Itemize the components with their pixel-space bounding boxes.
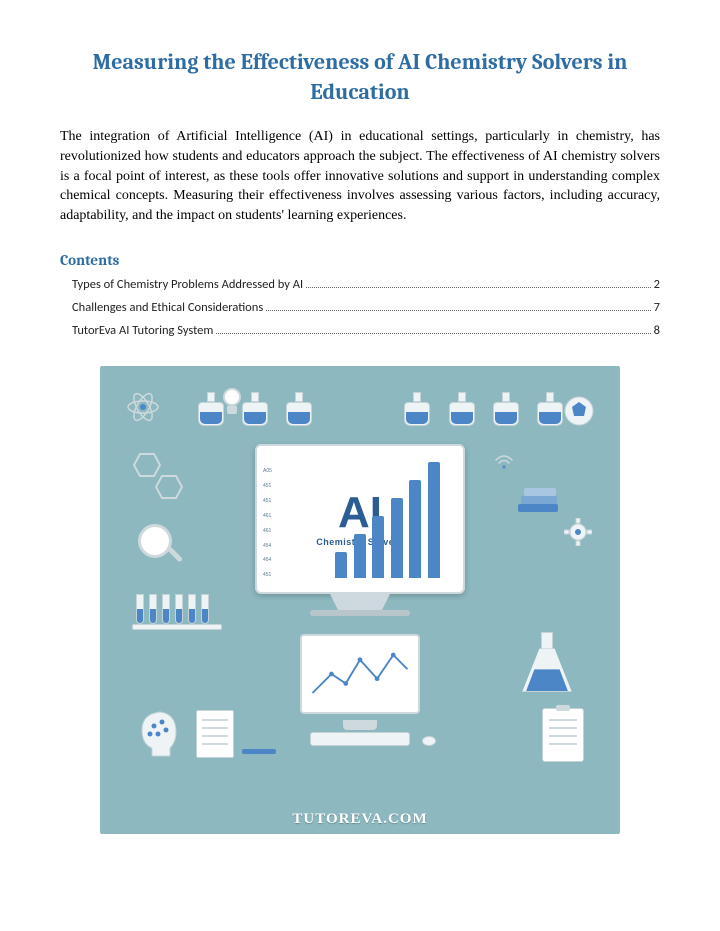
test-tube-icon [175, 594, 183, 624]
figure-content: A05451451461461454454451 AI Chemistry So… [114, 380, 606, 802]
toc-page: 7 [654, 300, 660, 315]
toc-dots [266, 310, 650, 311]
wifi-icon [494, 454, 514, 470]
mouse-icon [422, 736, 436, 746]
test-tube-icon [201, 594, 209, 624]
hexagon-molecule-icon [154, 474, 184, 500]
chart-bar [335, 552, 347, 578]
contents-heading: Contents [60, 251, 660, 269]
toc-row[interactable]: Types of Chemistry Problems Addressed by… [60, 277, 660, 292]
monitor-small-stand [343, 720, 377, 730]
chart-bar [391, 498, 403, 578]
page-title: Measuring the Effectiveness of AI Chemis… [60, 48, 660, 107]
flask-icon [198, 392, 224, 426]
brain-head-icon [136, 708, 180, 758]
clipboard-icon [542, 708, 584, 762]
flask-icon [242, 392, 268, 426]
axis-tick-label: 451 [263, 483, 272, 489]
keyboard-icon [310, 732, 410, 746]
toc-label: Types of Chemistry Problems Addressed by… [72, 277, 303, 292]
test-tube-icon [188, 594, 196, 624]
toc-row[interactable]: TutorEva AI Tutoring System 8 [60, 323, 660, 338]
monitor-small [300, 634, 420, 714]
axis-tick-label: 461 [263, 528, 272, 534]
pencil-icon [242, 749, 276, 754]
monitor-large: A05451451461461454454451 AI Chemistry So… [255, 444, 465, 594]
chart-bar [409, 480, 421, 578]
test-tube-icon [136, 594, 144, 624]
toc-label: TutorEva AI Tutoring System [72, 323, 213, 338]
axis-tick-label: 451 [263, 572, 272, 578]
toc-page: 2 [654, 277, 660, 292]
flask-icon [537, 392, 563, 426]
toc-dots [306, 287, 650, 288]
chart-bar [372, 516, 384, 578]
table-of-contents: Types of Chemistry Problems Addressed by… [60, 277, 660, 338]
atom-icon [126, 390, 160, 424]
flask-icon [286, 392, 312, 426]
toc-label: Challenges and Ethical Considerations [72, 300, 263, 315]
toc-row[interactable]: Challenges and Ethical Considerations 7 [60, 300, 660, 315]
intro-paragraph: The integration of Artificial Intelligen… [60, 127, 660, 225]
monitor-stand [330, 594, 390, 610]
axis-tick-label: 461 [263, 513, 272, 519]
test-tube-icon [149, 594, 157, 624]
molecule-ball-icon [562, 394, 596, 428]
chart-bar [428, 462, 440, 578]
magnifier-icon [138, 524, 186, 572]
axis-tick-label: A05 [263, 468, 272, 474]
gear-icon [564, 518, 592, 546]
toc-page: 8 [654, 323, 660, 338]
axis-tick-label: 451 [263, 498, 272, 504]
flask-icon [449, 392, 475, 426]
chart-bar [354, 534, 366, 578]
books-icon [518, 482, 558, 512]
flask-icon [493, 392, 519, 426]
chart-axis-labels: A05 451 451 461 461 454 454 451 [263, 468, 272, 578]
axis-tick-label: 454 [263, 543, 272, 549]
test-tube-rack [132, 590, 222, 630]
lightbulb-icon [222, 388, 242, 416]
monitor-base [310, 610, 410, 616]
infographic-figure: A05451451461461454454451 AI Chemistry So… [100, 366, 620, 834]
axis-tick-label: 454 [263, 557, 272, 563]
paper-icon [196, 710, 234, 758]
erlenmeyer-flask-icon [522, 632, 572, 692]
figure-container: A05451451461461454454451 AI Chemistry So… [60, 366, 660, 834]
test-tube-icon [162, 594, 170, 624]
flask-icon [404, 392, 430, 426]
toc-dots [216, 333, 650, 334]
figure-footer-text: TUTOREVA.COM [100, 811, 620, 828]
